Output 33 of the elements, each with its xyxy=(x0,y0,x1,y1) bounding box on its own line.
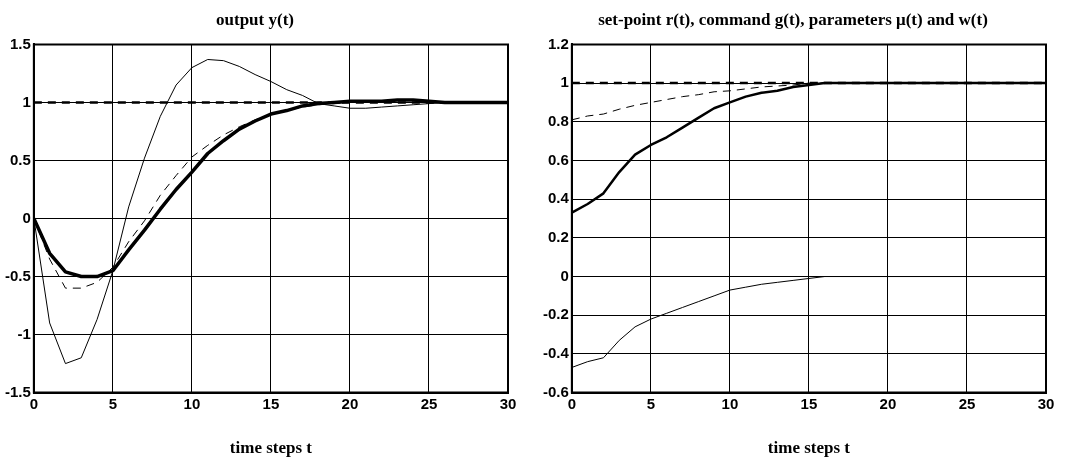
y-tick-label: 0.4 xyxy=(547,189,570,207)
y-tick-label: 1 xyxy=(560,73,569,91)
x-axis-title: time steps t xyxy=(229,438,313,458)
y-tick-label: 0 xyxy=(560,266,569,284)
y-tick-label: 0.2 xyxy=(547,227,569,245)
y-tick-label: 0 xyxy=(22,208,31,226)
x-tick-label: 30 xyxy=(499,394,517,412)
y-tick-label: 0.8 xyxy=(547,111,569,129)
x-tick-label: 5 xyxy=(108,394,118,412)
y-tick-label: -1.5 xyxy=(4,382,31,400)
y-tick-label: -0.2 xyxy=(542,305,569,323)
x-axis-title: time steps t xyxy=(767,438,851,458)
x-tick-label: 10 xyxy=(183,394,201,412)
y-tick-label: 0.5 xyxy=(9,150,31,168)
y-tick-label: -1 xyxy=(17,324,31,342)
y-tick-label: 1.5 xyxy=(9,34,31,52)
y-tick-label: -0.5 xyxy=(4,266,31,284)
y-tick-label: -0.4 xyxy=(542,344,570,362)
x-tick-label: 5 xyxy=(646,394,656,412)
y-tick-label: 1.2 xyxy=(547,34,569,52)
chart-title: output y(t) xyxy=(216,9,294,29)
x-tick-label: 25 xyxy=(958,394,976,412)
x-tick-label: 10 xyxy=(721,394,739,412)
y-tick-label: 0.6 xyxy=(547,150,569,168)
x-tick-label: 15 xyxy=(800,394,818,412)
y-tick-label: 1 xyxy=(22,92,31,110)
y-tick-label: -0.6 xyxy=(542,382,569,400)
x-tick-label: 15 xyxy=(262,394,280,412)
x-tick-label: 25 xyxy=(420,394,438,412)
x-tick-label: 20 xyxy=(879,394,897,412)
x-tick-label: 20 xyxy=(341,394,359,412)
chart-title: set-point r(t), command g(t), parameters μ(t) and w(t) xyxy=(598,9,988,29)
x-tick-label: 30 xyxy=(1037,394,1055,412)
